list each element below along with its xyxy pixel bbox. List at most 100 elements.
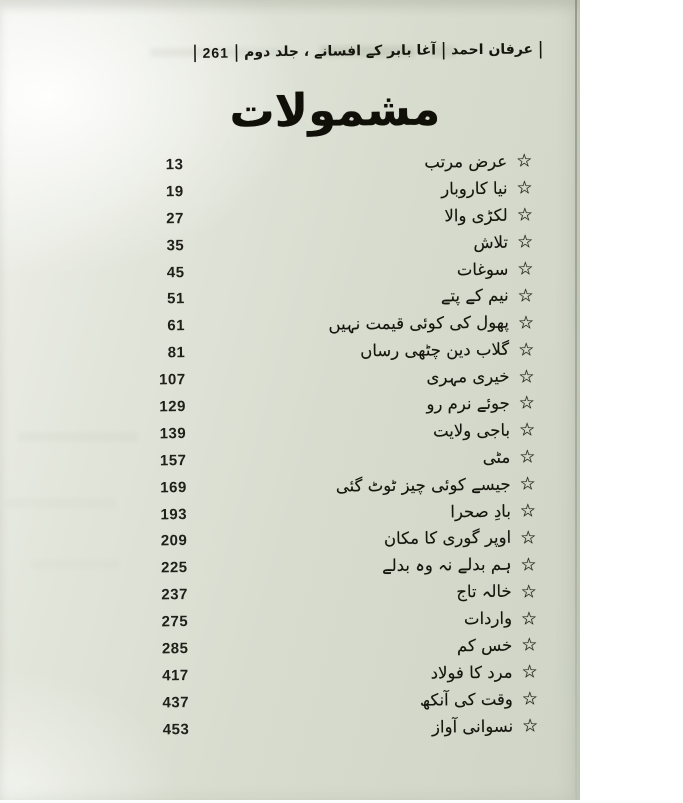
toc-entry: 61 پھول کی کوئی قیمت نہیں ☆ <box>139 309 534 340</box>
entry-label-group: تلاش ☆ <box>473 231 534 253</box>
toc-entry: 417 مرد کا فولاد ☆ <box>143 658 538 689</box>
toc-entry: 237 خالہ تاج ☆ <box>142 578 537 609</box>
header-separator: | <box>233 42 240 63</box>
entry-page-number: 225 <box>160 559 188 577</box>
bleed-through-smudge <box>430 46 456 57</box>
star-bullet-icon: ☆ <box>519 473 536 495</box>
entry-label-group: خالہ تاج ☆ <box>456 581 537 602</box>
entry-page-number: 209 <box>160 532 188 550</box>
entry-label-group: باجی ولایت ☆ <box>433 419 536 441</box>
toc-entry: 107 خیری مہری ☆ <box>139 363 535 394</box>
entry-label-group: پھول کی کوئی قیمت نہیں ☆ <box>328 312 535 334</box>
entry-label-group: نیم کے پتے ☆ <box>440 285 534 306</box>
star-bullet-icon: ☆ <box>522 715 539 737</box>
entry-label-group: اوپر گوری کا مکان ☆ <box>383 527 537 549</box>
entry-label-group: عرض مرتب ☆ <box>424 150 533 173</box>
entry-label-group: جیسے کوئی چیز ٹوٹ گئی ☆ <box>336 473 536 496</box>
entry-title: نسوانی آواز <box>431 716 514 737</box>
star-bullet-icon: ☆ <box>518 392 535 415</box>
entry-title: مٹی <box>482 447 511 467</box>
toc-entry: 139 باجی ولایت ☆ <box>140 416 536 447</box>
star-bullet-icon: ☆ <box>518 339 535 361</box>
entry-page-number: 169 <box>160 478 187 496</box>
entry-label-group: نسوانی آواز ☆ <box>431 715 539 737</box>
star-bullet-icon: ☆ <box>519 446 536 468</box>
entry-label-group: مٹی ☆ <box>482 446 536 468</box>
header-separator: | <box>192 42 198 64</box>
entry-page-number: 453 <box>162 720 190 738</box>
star-bullet-icon: ☆ <box>521 661 538 683</box>
entry-label-group: مرد کا فولاد ☆ <box>430 661 538 683</box>
toc-entry: 285 خس کم ☆ <box>142 631 538 662</box>
entry-title: مرد کا فولاد <box>430 662 513 683</box>
entry-label-group: خس کم ☆ <box>456 634 538 657</box>
entry-label-group: ہم بدلے نہ وہ بدلے ☆ <box>381 554 537 576</box>
star-bullet-icon: ☆ <box>516 204 534 226</box>
entry-label-group: لکڑی والا ☆ <box>444 204 534 226</box>
header-book-title: آغا بابر کے افسانے ، جلد دوم <box>243 42 437 61</box>
star-bullet-icon: ☆ <box>520 608 538 630</box>
entry-page-number: 19 <box>165 182 184 201</box>
entry-title: ہم بدلے نہ وہ بدلے <box>381 554 512 576</box>
toc-entry: 129 جوئے نرم رو ☆ <box>140 389 535 420</box>
entry-label-group: جوئے نرم رو ☆ <box>426 392 535 415</box>
toc-entry: 27 لکڑی والا ☆ <box>138 201 533 232</box>
entry-page-number: 437 <box>162 693 190 712</box>
entry-title: واردات <box>463 608 513 629</box>
entry-label-group: وقت کی آنکھ ☆ <box>420 688 539 710</box>
entry-label-group: نیا کاروبار ☆ <box>441 177 533 199</box>
bleed-through-smudge <box>150 48 290 57</box>
page-edge <box>575 0 577 800</box>
toc-entry: 275 واردات ☆ <box>142 605 538 636</box>
entry-page-number: 275 <box>161 613 189 631</box>
toc-entry: 13 عرض مرتب ☆ <box>137 147 533 178</box>
entry-title: جوئے نرم رو <box>426 393 510 414</box>
star-bullet-icon: ☆ <box>516 231 534 253</box>
entry-page-number: 27 <box>166 209 185 228</box>
toc-entry: 193 بادِ صحرا ☆ <box>141 497 536 528</box>
entry-title: گلاب دین چٹھی رساں <box>360 339 510 361</box>
entry-label-group: واردات ☆ <box>463 608 538 630</box>
entry-title: نیا کاروبار <box>441 178 508 199</box>
entry-title: بادِ صحرا <box>450 501 511 521</box>
toc-entry: 169 جیسے کوئی چیز ٹوٹ گئی ☆ <box>141 470 536 501</box>
star-bullet-icon: ☆ <box>520 554 537 576</box>
header-separator: | <box>537 39 544 60</box>
entry-title: اوپر گوری کا مکان <box>383 528 512 549</box>
entry-title: سوغات <box>456 259 509 279</box>
entry-title: خیری مہری <box>426 366 510 387</box>
entry-title: تلاش <box>473 232 509 252</box>
entry-title: عرض مرتب <box>424 151 508 172</box>
star-bullet-icon: ☆ <box>518 419 536 441</box>
entry-title: خالہ تاج <box>456 581 512 602</box>
star-bullet-icon: ☆ <box>521 688 539 710</box>
running-header: | عرفان احمد | آغا بابر کے افسانے ، جلد … <box>192 39 544 64</box>
entry-title: نیم کے پتے <box>440 286 509 306</box>
entry-page-number: 51 <box>166 290 185 308</box>
entry-page-number: 13 <box>165 156 184 174</box>
entry-page-number: 417 <box>162 666 189 685</box>
star-bullet-icon: ☆ <box>521 634 538 657</box>
star-bullet-icon: ☆ <box>518 366 535 388</box>
paper-page: | عرفان احمد | آغا بابر کے افسانے ، جلد … <box>0 0 580 800</box>
entry-page-number: 139 <box>159 424 187 443</box>
star-bullet-icon: ☆ <box>516 177 533 199</box>
entry-title: خس کم <box>456 635 513 656</box>
entry-label-group: خیری مہری ☆ <box>426 366 535 388</box>
contents-title: مشمولات <box>229 82 441 138</box>
toc-entry: 81 گلاب دین چٹھی رساں ☆ <box>139 336 535 367</box>
entry-page-number: 129 <box>159 398 186 416</box>
toc-entry: 453 نسوانی آواز ☆ <box>143 712 539 743</box>
entry-page-number: 107 <box>159 371 186 389</box>
toc-entry: 157 مٹی ☆ <box>140 443 536 474</box>
star-bullet-icon: ☆ <box>517 312 535 334</box>
toc-entry: 437 وقت کی آنکھ ☆ <box>143 685 538 716</box>
entry-page-number: 61 <box>167 317 186 335</box>
entry-page-number: 285 <box>161 640 189 658</box>
star-bullet-icon: ☆ <box>516 150 533 173</box>
toc-entry: 225 ہم بدلے نہ وہ بدلے ☆ <box>141 551 537 582</box>
bleed-through-smudge <box>18 432 138 442</box>
star-bullet-icon: ☆ <box>517 258 534 280</box>
toc-entry: 209 اوپر گوری کا مکان ☆ <box>141 524 537 555</box>
star-bullet-icon: ☆ <box>519 500 537 522</box>
